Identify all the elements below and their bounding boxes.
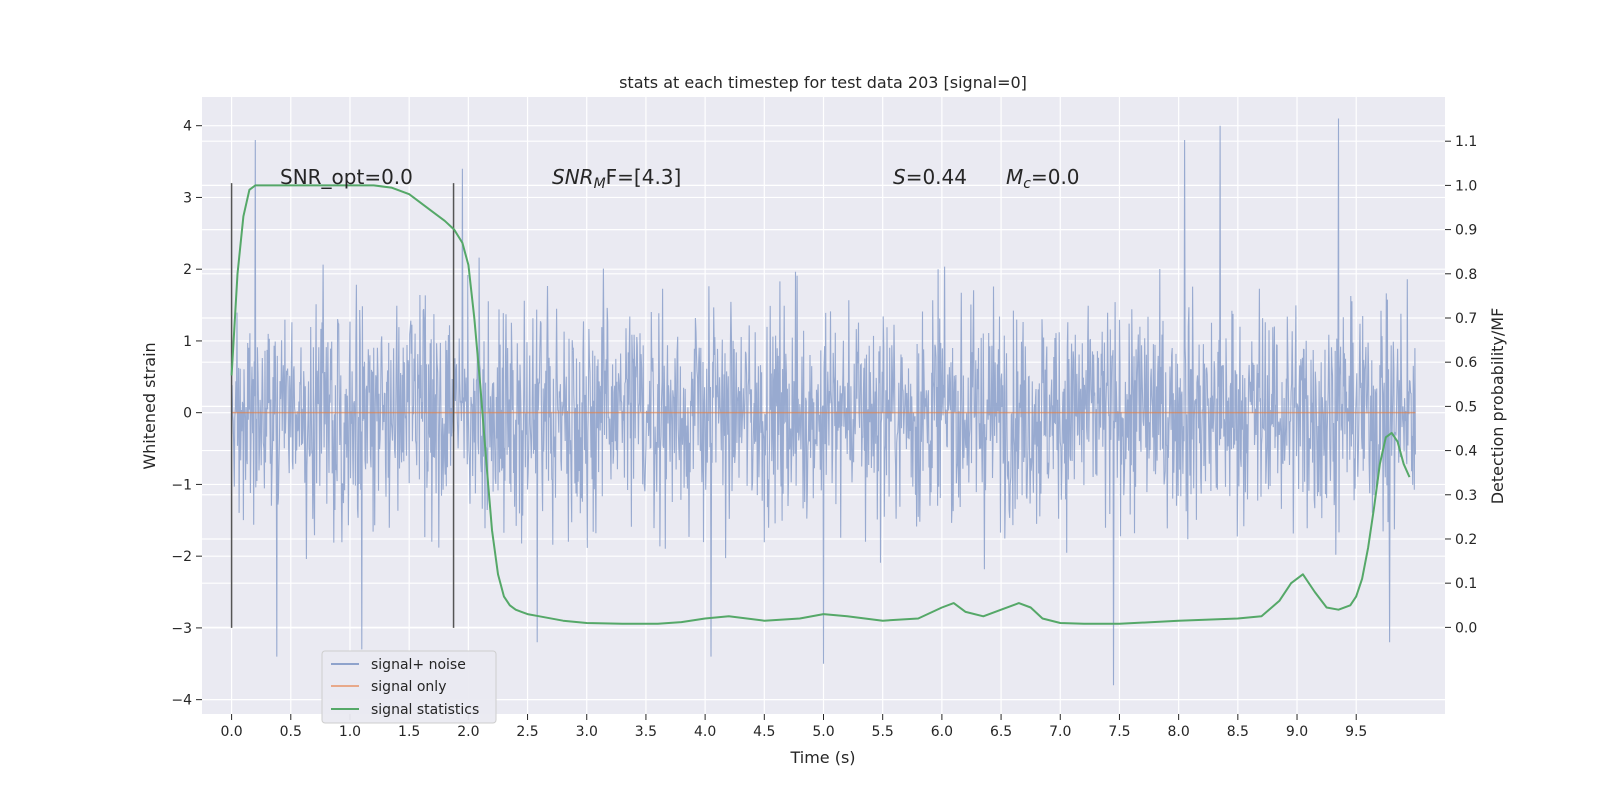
y-tick-label-5: 1: [183, 334, 192, 350]
x-tick-label-15: 7.5: [1108, 724, 1130, 740]
annotation-snr-mf-label: SNR: [552, 165, 594, 189]
y-tick-label-3: −1: [171, 477, 192, 493]
x-tick-label-0: 0.0: [220, 724, 242, 740]
x-tick-label-10: 5.0: [812, 724, 834, 740]
x-tick-label-9: 4.5: [753, 724, 775, 740]
y2-tick-label-6: 0.6: [1455, 355, 1477, 371]
legend-label-signal-only: signal only: [371, 679, 446, 695]
x-tick-label-8: 4.0: [694, 724, 716, 740]
x-tick-label-18: 9.0: [1286, 724, 1308, 740]
y2-tick-label-11: 1.1: [1455, 134, 1477, 150]
legend-box: [321, 650, 497, 724]
y2-axis-ticks: 0.0 0.1 0.2 0.3 0.4 0.5 0.6 0.7 0.8 0.9 1.0 1.1: [1445, 134, 1477, 636]
annotation-snr-mf: SNRMF=[4.3]: [552, 165, 681, 192]
y-tick-label-8: 4: [183, 119, 192, 135]
y-tick-label-1: −3: [171, 621, 192, 637]
y2-tick-label-4: 0.4: [1455, 444, 1477, 460]
y2-tick-label-1: 0.1: [1455, 576, 1477, 592]
legend-label-noise: signal+ noise: [371, 657, 466, 673]
annotation-mc: Mc=0.0: [1006, 165, 1080, 192]
signal-noise-series: [231, 118, 1416, 686]
x-tick-label-5: 2.5: [516, 724, 538, 740]
y-tick-label-7: 3: [183, 190, 192, 206]
x-tick-label-19: 9.5: [1345, 724, 1367, 740]
y2-tick-label-10: 1.0: [1455, 178, 1477, 194]
x-tick-label-2: 1.0: [339, 724, 361, 740]
y2-tick-label-7: 0.7: [1455, 311, 1477, 327]
y-tick-label-0: −4: [171, 693, 192, 709]
annotation-s-label: S: [893, 165, 906, 189]
y2-tick-label-3: 0.3: [1455, 488, 1477, 504]
annotation-s-value: =0.44: [906, 165, 967, 189]
statistics-line: [230, 184, 1411, 625]
x-tick-label-14: 7.0: [1049, 724, 1071, 740]
y-tick-label-4: 0: [183, 406, 192, 422]
annotation-mc-sub: c: [1023, 176, 1031, 192]
y-axis-label: Whitened strain: [140, 342, 159, 469]
signal-statistics-series: [230, 184, 1411, 625]
annotation-snr-mf-value: F=[4.3]: [606, 165, 682, 189]
y2-tick-label-8: 0.8: [1455, 267, 1477, 283]
annotation-mc-label: M: [1006, 165, 1023, 189]
x-tick-label-6: 3.0: [576, 724, 598, 740]
x-tick-label-13: 6.5: [990, 724, 1012, 740]
x-tick-label-3: 1.5: [398, 724, 420, 740]
annotation-snr-mf-sub: M: [594, 176, 606, 192]
y-tick-label-6: 2: [183, 262, 192, 278]
y2-tick-label-0: 0.0: [1455, 620, 1477, 636]
legend: signal+ noise signal only signal statist…: [321, 650, 497, 724]
y2-tick-label-9: 0.9: [1455, 223, 1477, 239]
annotation-s: S=0.44: [893, 165, 967, 189]
vertical-markers: [230, 183, 455, 628]
y-axis-ticks: −4 −3 −2 −1 0 1 2 3 4: [171, 119, 202, 709]
x-axis-ticks: 0.0 0.5 1.0 1.5 2.0 2.5 3.0 3.5 4.0 4.5 5.0 5.5 6.0 6…: [220, 714, 1367, 740]
annotation-mc-value: =0.0: [1031, 165, 1080, 189]
x-axis-label: Time (s): [789, 748, 855, 767]
x-tick-label-7: 3.5: [635, 724, 657, 740]
annotation-snr-opt: SNR_opt=0.0: [280, 165, 413, 189]
chart-title: stats at each timestep for test data 203…: [619, 73, 1027, 92]
y-tick-label-2: −2: [171, 549, 192, 565]
x-tick-label-16: 8.0: [1168, 724, 1190, 740]
x-tick-label-11: 5.5: [872, 724, 894, 740]
y2-tick-label-2: 0.2: [1455, 532, 1477, 548]
noise-line: [231, 118, 1416, 686]
x-tick-label-4: 2.0: [457, 724, 479, 740]
x-tick-label-12: 6.0: [931, 724, 953, 740]
y2-tick-label-5: 0.5: [1455, 399, 1477, 415]
y2-axis-label: Detection probability/MF: [1488, 308, 1507, 505]
x-tick-label-1: 0.5: [280, 724, 302, 740]
x-tick-label-17: 8.5: [1227, 724, 1249, 740]
legend-label-statistics: signal statistics: [371, 702, 479, 718]
